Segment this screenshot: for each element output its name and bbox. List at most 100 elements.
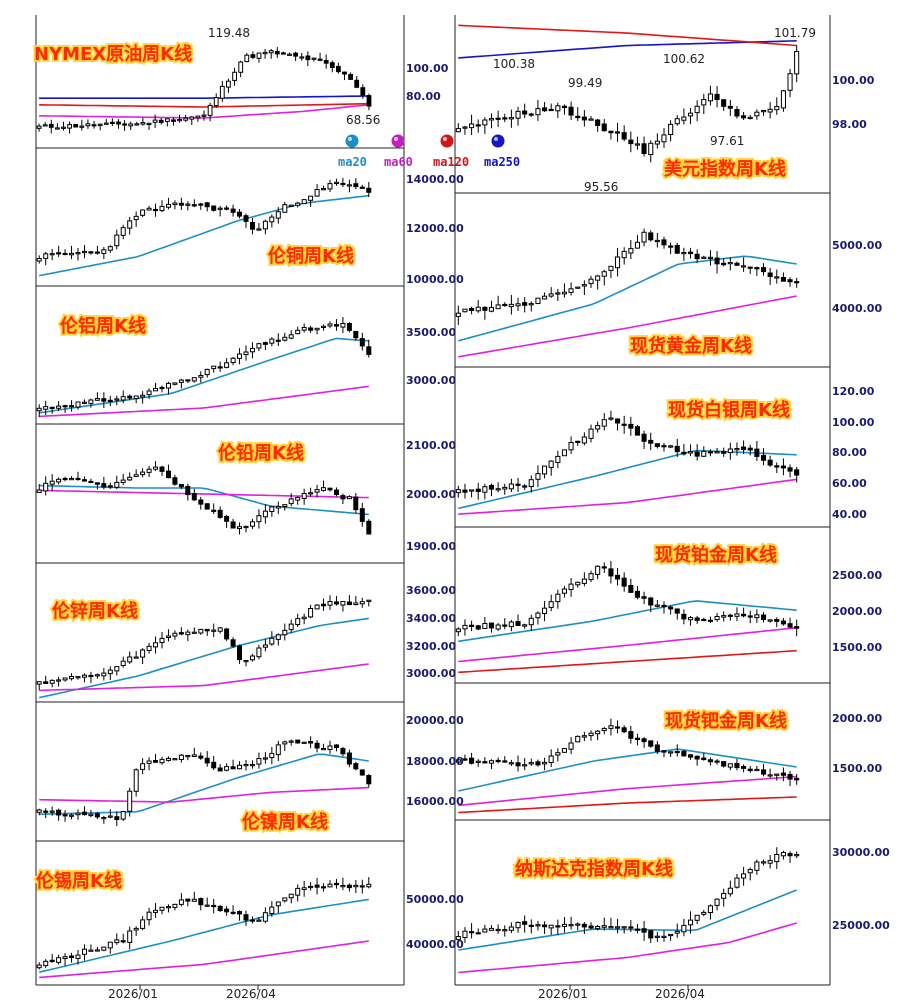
candle-body xyxy=(535,473,541,480)
candle-body xyxy=(615,726,621,729)
candle-body xyxy=(495,759,501,763)
candle-body xyxy=(243,525,249,529)
candle-body xyxy=(648,142,654,156)
candle-body xyxy=(282,629,288,636)
candle-body xyxy=(727,614,733,617)
candle-body xyxy=(794,777,800,781)
candle-body xyxy=(191,754,197,758)
candle-body xyxy=(120,940,126,943)
candle-body xyxy=(327,323,333,327)
candle-body xyxy=(754,448,760,457)
candle-body xyxy=(794,854,800,857)
candle-body xyxy=(502,117,508,120)
candle-body xyxy=(56,809,62,816)
candle-body xyxy=(561,449,568,457)
annotation-dollar-99-49: 99.49 xyxy=(568,76,602,90)
candle-body xyxy=(634,241,641,249)
candle-body xyxy=(515,762,521,767)
candle-body xyxy=(140,649,146,658)
candle-body xyxy=(555,925,561,928)
candle-body xyxy=(230,766,236,770)
candle-body xyxy=(88,813,94,817)
candle-body xyxy=(101,672,107,677)
candle-body xyxy=(601,728,607,731)
candle-body xyxy=(327,601,333,606)
candle-body xyxy=(595,730,601,735)
date-label-right-jan: 2026/01 xyxy=(538,987,588,1001)
candle-body xyxy=(774,773,780,776)
candle-body xyxy=(608,926,614,929)
candle-body xyxy=(88,949,94,952)
annotation-dollar-high: 101.79 xyxy=(774,26,816,40)
candle-body xyxy=(250,521,255,527)
ytick: 18000.00 xyxy=(406,755,464,768)
yaxis-lead: 2100.00 2000.00 1900.00 xyxy=(406,439,456,553)
candle-body xyxy=(185,898,191,902)
candle-body xyxy=(721,262,727,266)
candle-body xyxy=(243,215,249,222)
ytick: 2000.00 xyxy=(832,605,882,618)
candle-body xyxy=(256,515,262,523)
candle-body xyxy=(561,923,568,927)
candle-body xyxy=(761,614,767,620)
candle-body xyxy=(535,612,541,619)
candle-body xyxy=(327,745,333,750)
candle-body xyxy=(515,621,521,626)
candle-body xyxy=(311,57,317,60)
ytick: 14000.00 xyxy=(406,173,464,186)
candle-body xyxy=(555,455,561,463)
candle-body xyxy=(159,205,165,212)
candle-body xyxy=(694,451,700,457)
candle-body xyxy=(269,906,275,914)
candle-body xyxy=(314,604,320,610)
candle-body xyxy=(299,56,305,59)
candle-body xyxy=(172,632,178,637)
candle-body xyxy=(217,207,223,210)
candle-body xyxy=(308,492,314,495)
candle-body xyxy=(794,469,800,476)
candle-body xyxy=(128,123,134,127)
candle-body xyxy=(621,423,627,426)
candle-body xyxy=(250,222,255,230)
candle-body xyxy=(741,115,747,119)
candle-body xyxy=(191,377,197,382)
panel-lme-nickel xyxy=(36,736,372,827)
candle-body xyxy=(185,485,191,496)
title-lme-zinc: 伦锌周K线 xyxy=(52,600,138,622)
candle-body xyxy=(133,656,139,659)
candle-body xyxy=(204,503,210,510)
candle-body xyxy=(522,624,528,627)
ytick: 2500.00 xyxy=(832,569,882,582)
candle-body xyxy=(595,275,601,281)
candle-body xyxy=(62,477,68,481)
candle-body xyxy=(568,583,574,590)
candle-body xyxy=(75,954,81,959)
candle-body xyxy=(701,757,707,760)
candle-body xyxy=(654,744,660,752)
candle-body xyxy=(727,887,733,895)
ma60-line xyxy=(39,385,369,418)
candle-body xyxy=(268,50,274,54)
candle-body xyxy=(575,735,581,743)
candle-body xyxy=(754,861,760,871)
ma60-line xyxy=(39,786,369,803)
candle-body xyxy=(158,119,164,124)
candle-body xyxy=(654,604,660,607)
candle-body xyxy=(334,601,339,605)
candle-body xyxy=(120,811,126,820)
ytick: 60.00 xyxy=(832,477,867,490)
candle-body xyxy=(681,116,687,121)
panel-lme-zinc xyxy=(36,595,372,699)
candle-body xyxy=(455,128,461,133)
ma20-line xyxy=(39,484,369,516)
candle-body xyxy=(654,239,660,243)
candle-body xyxy=(346,496,352,500)
candle-body xyxy=(681,252,687,255)
candle-body xyxy=(535,924,541,927)
candle-body xyxy=(548,601,554,608)
ma60-line xyxy=(39,940,369,979)
candle-body xyxy=(634,590,641,598)
candle-body xyxy=(75,252,81,255)
ma20-line xyxy=(39,753,369,815)
candle-body xyxy=(359,769,365,776)
